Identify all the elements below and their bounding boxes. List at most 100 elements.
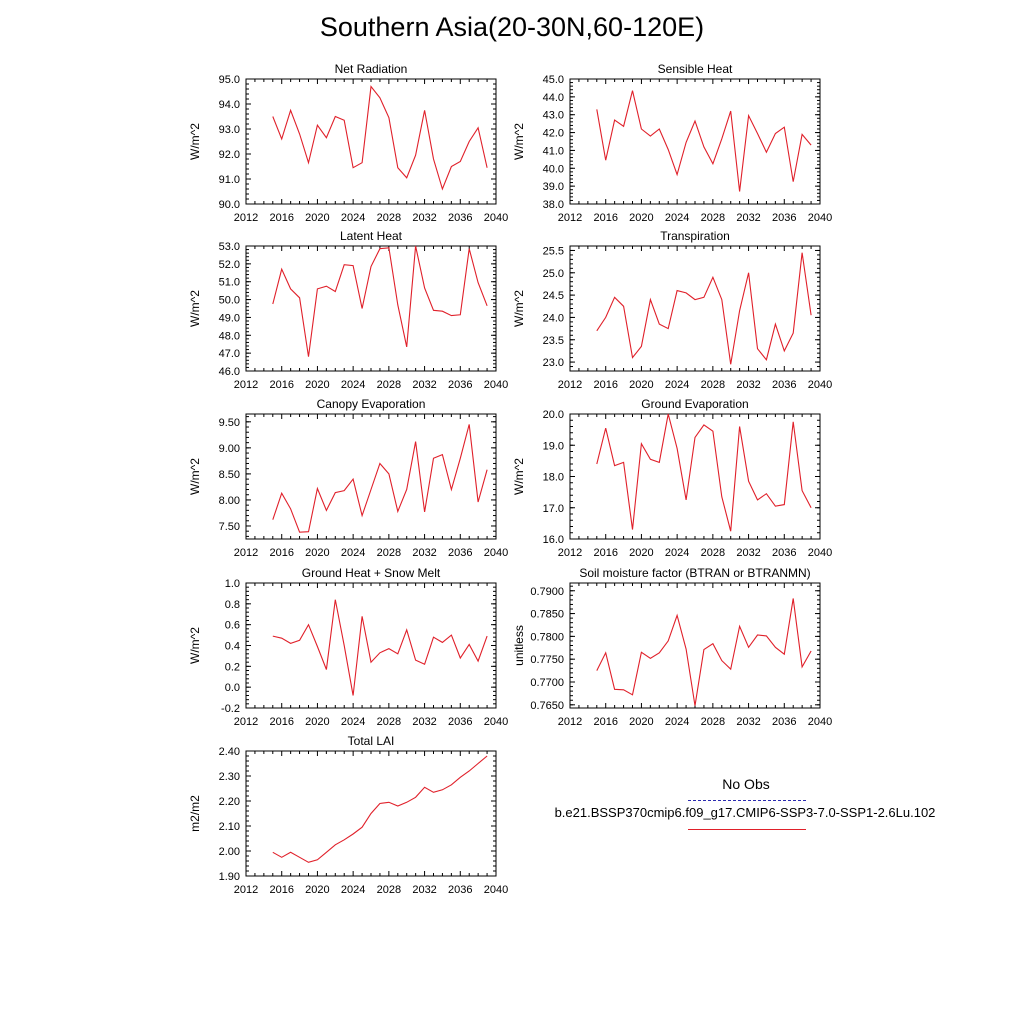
x-tick-label: 2024: [341, 379, 365, 391]
series-line: [596, 90, 812, 192]
x-tick-label: 2040: [484, 716, 508, 728]
x-tick-label: 2016: [269, 212, 293, 224]
y-axis-label: W/m^2: [188, 458, 202, 495]
x-tick-label: 2028: [377, 884, 401, 896]
series-line: [272, 424, 488, 533]
x-tick-label: 2012: [558, 212, 582, 224]
x-tick-label: 2024: [665, 716, 689, 728]
y-tick-label: 49.0: [219, 312, 240, 324]
y-tick-label: 23.0: [543, 357, 564, 369]
x-tick-label: 2012: [234, 884, 258, 896]
x-tick-label: 2036: [772, 379, 796, 391]
series-line: [596, 598, 812, 706]
x-tick-label: 2036: [772, 716, 796, 728]
x-tick-label: 2024: [665, 547, 689, 559]
x-tick-label: 2024: [665, 379, 689, 391]
y-tick-label: 51.0: [219, 277, 240, 289]
x-tick-label: 2012: [234, 212, 258, 224]
legend-obs-label: No Obs: [722, 776, 770, 792]
x-tick-label: 2020: [305, 379, 329, 391]
x-tick-label: 2020: [629, 212, 653, 224]
y-tick-label: 0.7700: [530, 677, 564, 689]
plot-frame: [569, 582, 821, 709]
x-tick-label: 2020: [305, 547, 329, 559]
y-tick-label: -0.2: [221, 703, 240, 715]
y-tick-label: 0.0: [225, 682, 240, 694]
y-tick-label: 45.0: [543, 74, 564, 86]
y-axis-label: W/m^2: [512, 290, 526, 327]
x-tick-label: 2032: [736, 716, 760, 728]
x-tick-label: 2036: [448, 547, 472, 559]
x-tick-label: 2016: [593, 379, 617, 391]
y-tick-label: 1.90: [219, 871, 240, 883]
chart-title: Ground Heat + Snow Melt: [302, 566, 441, 580]
x-tick-label: 2040: [808, 212, 832, 224]
chart-panel-8: Soil moisture factor (BTRAN or BTRANMN) u…: [512, 566, 832, 728]
plot-frame: [569, 245, 821, 372]
y-tick-label: 0.8: [225, 599, 240, 611]
legend-case-label: b.e21.BSSP370cmip6.f09_g17.CMIP6-SSP3-7.…: [554, 805, 936, 820]
x-tick-label: 2028: [377, 547, 401, 559]
y-tick-label: 20.0: [543, 409, 564, 421]
y-tick-label: 0.2: [225, 661, 240, 673]
y-axis-label: W/m^2: [188, 123, 202, 160]
chart-title: Net Radiation: [335, 62, 408, 76]
x-tick-label: 2032: [736, 379, 760, 391]
y-tick-label: 9.50: [219, 417, 240, 429]
y-tick-label: 0.6: [225, 620, 240, 632]
y-tick-label: 23.5: [543, 335, 564, 347]
y-axis-label: W/m^2: [188, 627, 202, 664]
x-tick-label: 2032: [736, 212, 760, 224]
chart-title: Latent Heat: [340, 229, 403, 243]
x-tick-label: 2016: [269, 547, 293, 559]
x-tick-label: 2016: [269, 379, 293, 391]
x-tick-label: 2028: [701, 379, 725, 391]
y-tick-label: 2.40: [219, 746, 240, 758]
x-tick-label: 2028: [701, 212, 725, 224]
x-tick-label: 2040: [484, 379, 508, 391]
x-tick-label: 2032: [412, 379, 436, 391]
y-tick-label: 46.0: [219, 366, 240, 378]
x-tick-label: 2020: [629, 547, 653, 559]
x-tick-label: 2040: [808, 716, 832, 728]
chart-panel-5: Canopy Evaporation W/m^2 2012 2016 2020 2024 2…: [188, 397, 508, 559]
x-tick-label: 2024: [341, 716, 365, 728]
legend-case-line: [688, 829, 806, 830]
chart-title: Ground Evaporation: [641, 397, 748, 411]
plot-frame: [569, 78, 821, 205]
y-tick-label: 0.7900: [530, 586, 564, 598]
y-tick-label: 0.7800: [530, 631, 564, 643]
y-tick-label: 43.0: [543, 110, 564, 122]
legend: No Obs b.e21.BSSP370cmip6.f09_g17.CMIP6-…: [530, 776, 960, 830]
chart-panel-1: Net Radiation W/m^2 2012 2016 2020 2024 2028 20…: [188, 62, 508, 224]
x-tick-label: 2036: [448, 884, 472, 896]
x-tick-label: 2032: [412, 547, 436, 559]
plot-frame: [245, 245, 497, 372]
y-tick-label: 39.0: [543, 181, 564, 193]
y-tick-label: 9.00: [219, 443, 240, 455]
x-tick-label: 2012: [234, 716, 258, 728]
y-tick-label: 8.00: [219, 495, 240, 507]
series-line: [272, 599, 488, 696]
x-tick-label: 2016: [593, 547, 617, 559]
y-tick-label: 24.0: [543, 312, 564, 324]
x-tick-label: 2024: [341, 884, 365, 896]
x-tick-label: 2012: [234, 379, 258, 391]
x-tick-label: 2012: [558, 379, 582, 391]
x-tick-label: 2040: [484, 212, 508, 224]
chart-title: Soil moisture factor (BTRAN or BTRANMN): [579, 566, 810, 580]
x-tick-label: 2016: [593, 716, 617, 728]
x-tick-label: 2028: [701, 547, 725, 559]
x-tick-label: 2032: [736, 547, 760, 559]
x-tick-label: 2036: [772, 547, 796, 559]
y-axis-label: unitless: [512, 625, 526, 666]
page-title: Southern Asia(20-30N,60-120E): [319, 12, 705, 42]
x-tick-label: 2020: [629, 379, 653, 391]
y-tick-label: 41.0: [543, 145, 564, 157]
x-tick-label: 2028: [377, 716, 401, 728]
x-tick-label: 2012: [558, 547, 582, 559]
y-axis-label: W/m^2: [512, 123, 526, 160]
y-tick-label: 94.0: [219, 99, 240, 111]
y-tick-label: 50.0: [219, 295, 240, 307]
